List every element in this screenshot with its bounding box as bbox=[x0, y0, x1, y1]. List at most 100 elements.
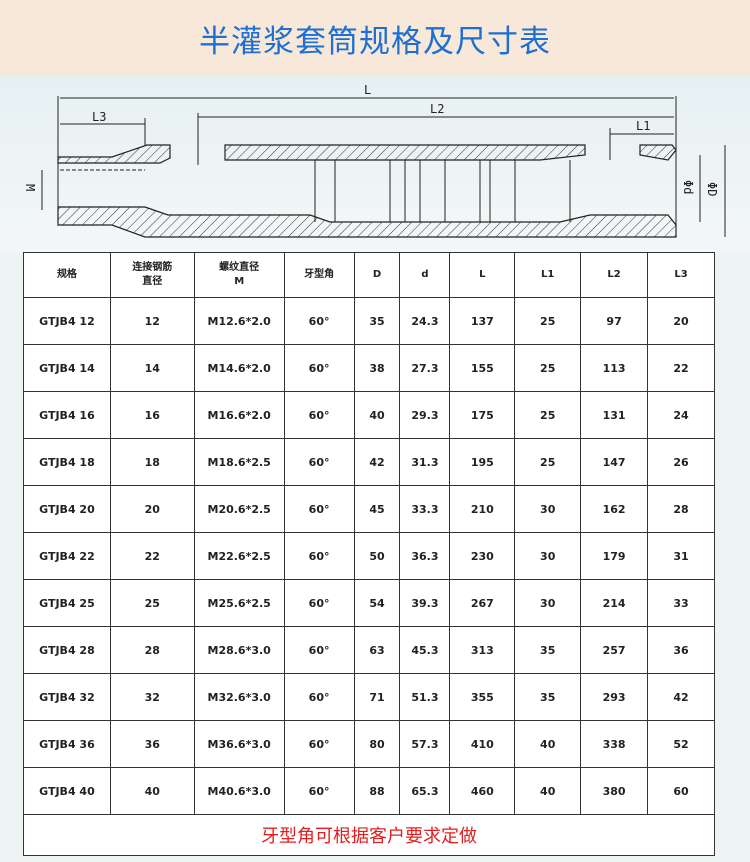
table-cell: 60° bbox=[283, 391, 355, 439]
table-cell: 80 bbox=[353, 720, 401, 768]
table-cell: 40 bbox=[514, 720, 582, 768]
table-cell: 31 bbox=[647, 532, 715, 580]
table-cell: 31.3 bbox=[399, 438, 451, 486]
table-cell: 63 bbox=[353, 626, 401, 674]
table-cell: 137 bbox=[449, 297, 516, 345]
table-cell: GTJB4 25 bbox=[23, 579, 111, 627]
table-row: GTJB4 28 28 M28.6*3.0 60° 63 45.3 313 35 257 36 bbox=[23, 626, 715, 674]
table-cell: 36 bbox=[109, 720, 195, 768]
sleeve-cross-section: L L2 L3 L1 M Φd ΦD bbox=[23, 83, 726, 238]
table-cell: 214 bbox=[580, 579, 649, 627]
table-cell: 210 bbox=[449, 485, 516, 533]
table-cell: 293 bbox=[580, 673, 649, 721]
table-cell: 60° bbox=[283, 673, 355, 721]
table-cell: M18.6*2.5 bbox=[193, 438, 285, 486]
table-cell: 30 bbox=[514, 579, 582, 627]
table-cell: 131 bbox=[580, 391, 649, 439]
table-cell: 51.3 bbox=[399, 673, 451, 721]
dim-L: L bbox=[364, 83, 371, 97]
table-cell: 38 bbox=[353, 344, 401, 392]
table-cell: 460 bbox=[449, 767, 516, 815]
table-cell: 195 bbox=[449, 438, 516, 486]
table-cell: 39.3 bbox=[399, 579, 451, 627]
table-cell: GTJB4 32 bbox=[23, 673, 111, 721]
table-cell: 52 bbox=[647, 720, 715, 768]
table-cell: 35 bbox=[514, 626, 582, 674]
column-header: L3 bbox=[647, 252, 715, 298]
table-cell: 57.3 bbox=[399, 720, 451, 768]
table-cell: 18 bbox=[109, 438, 195, 486]
table-cell: 22 bbox=[647, 344, 715, 392]
column-header: L bbox=[449, 252, 516, 298]
column-header: 连接钢筋 直径 bbox=[109, 252, 195, 298]
table-cell: 60° bbox=[283, 297, 355, 345]
table-cell: 16 bbox=[109, 391, 195, 439]
table-cell: M36.6*3.0 bbox=[193, 720, 285, 768]
dim-M: M bbox=[23, 184, 37, 191]
table-row: GTJB4 12 12 M12.6*2.0 60° 35 24.3 137 25 97 20 bbox=[23, 297, 715, 345]
table-cell: 24 bbox=[647, 391, 715, 439]
table-cell: GTJB4 14 bbox=[23, 344, 111, 392]
column-header: L2 bbox=[580, 252, 649, 298]
table-cell: 42 bbox=[353, 438, 401, 486]
table-cell: 24.3 bbox=[399, 297, 451, 345]
table-cell: 40 bbox=[109, 767, 195, 815]
table-cell: M14.6*2.0 bbox=[193, 344, 285, 392]
table-cell: 60 bbox=[647, 767, 715, 815]
table-cell: 257 bbox=[580, 626, 649, 674]
table-cell: 60° bbox=[283, 767, 355, 815]
table-cell: GTJB4 20 bbox=[23, 485, 111, 533]
table-cell: 33 bbox=[647, 579, 715, 627]
table-row: GTJB4 40 40 M40.6*3.0 60° 88 65.3 460 40 380 60 bbox=[23, 767, 715, 815]
table-cell: 25 bbox=[514, 438, 582, 486]
table-cell: 113 bbox=[580, 344, 649, 392]
table-cell: 179 bbox=[580, 532, 649, 580]
table-cell: GTJB4 12 bbox=[23, 297, 111, 345]
table-row: GTJB4 20 20 M20.6*2.5 60° 45 33.3 210 30 162 28 bbox=[23, 485, 715, 533]
table-cell: 40 bbox=[514, 767, 582, 815]
table-row: GTJB4 14 14 M14.6*2.0 60° 38 27.3 155 25 113 22 bbox=[23, 344, 715, 392]
table-cell: 60° bbox=[283, 720, 355, 768]
table-cell: 162 bbox=[580, 485, 649, 533]
table-cell: M25.6*2.5 bbox=[193, 579, 285, 627]
table-cell: 97 bbox=[580, 297, 649, 345]
table-cell: 155 bbox=[449, 344, 516, 392]
table-cell: 25 bbox=[109, 579, 195, 627]
table-cell: GTJB4 28 bbox=[23, 626, 111, 674]
table-cell: GTJB4 16 bbox=[23, 391, 111, 439]
table-cell: 88 bbox=[353, 767, 401, 815]
table-cell: 32 bbox=[109, 673, 195, 721]
table-cell: 25 bbox=[514, 344, 582, 392]
table-cell: 60° bbox=[283, 579, 355, 627]
table-cell: 14 bbox=[109, 344, 195, 392]
dim-L1: L1 bbox=[636, 119, 650, 133]
table-cell: M16.6*2.0 bbox=[193, 391, 285, 439]
table-row: GTJB4 36 36 M36.6*3.0 60° 80 57.3 410 40 338 52 bbox=[23, 720, 715, 768]
table-cell: 20 bbox=[109, 485, 195, 533]
table-cell: M28.6*3.0 bbox=[193, 626, 285, 674]
table-cell: M12.6*2.0 bbox=[193, 297, 285, 345]
table-cell: 36.3 bbox=[399, 532, 451, 580]
table-row: GTJB4 25 25 M25.6*2.5 60° 54 39.3 267 30 214 33 bbox=[23, 579, 715, 627]
dim-L2: L2 bbox=[430, 102, 444, 116]
table-cell: M40.6*3.0 bbox=[193, 767, 285, 815]
table-cell: 60° bbox=[283, 438, 355, 486]
table-cell: 54 bbox=[353, 579, 401, 627]
table-row: GTJB4 16 16 M16.6*2.0 60° 40 29.3 175 25 131 24 bbox=[23, 391, 715, 439]
table-cell: 36 bbox=[647, 626, 715, 674]
column-header: 规格 bbox=[23, 252, 111, 298]
table-cell: 380 bbox=[580, 767, 649, 815]
table-cell: 355 bbox=[449, 673, 516, 721]
table-cell: 30 bbox=[514, 532, 582, 580]
table-cell: 40 bbox=[353, 391, 401, 439]
column-header: 牙型角 bbox=[283, 252, 355, 298]
table-cell: M32.6*3.0 bbox=[193, 673, 285, 721]
table-cell: 12 bbox=[109, 297, 195, 345]
table-cell: 267 bbox=[449, 579, 516, 627]
table-cell: GTJB4 22 bbox=[23, 532, 111, 580]
column-header: d bbox=[399, 252, 451, 298]
table-cell: 30 bbox=[514, 485, 582, 533]
table-cell: 45.3 bbox=[399, 626, 451, 674]
